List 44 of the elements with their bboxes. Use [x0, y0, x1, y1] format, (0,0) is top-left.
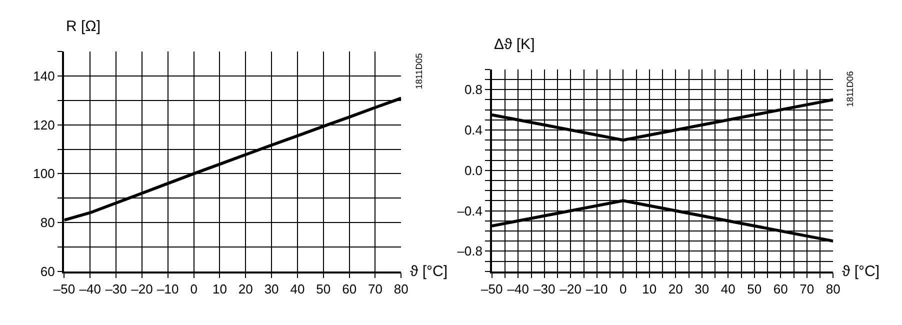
x-tick-label: 40 [290, 282, 305, 297]
x-tick-label: –10 [586, 282, 608, 297]
x-tick-label: 20 [668, 282, 683, 297]
x-tick-label: 60 [342, 282, 357, 297]
x-tick-label: 0 [620, 282, 627, 297]
x-tick-label: 30 [264, 282, 279, 297]
x-tick-label: –20 [131, 282, 153, 297]
x-axis-title: ϑ [°C] [410, 263, 448, 280]
x-tick-label: –30 [534, 282, 556, 297]
y-axis-title: R [Ω] [66, 18, 101, 35]
x-tick-label: 10 [212, 282, 227, 297]
y-tick-label: 0.0 [464, 162, 483, 178]
x-axis-title: ϑ [°C] [842, 263, 880, 280]
x-tick-label: –30 [105, 282, 127, 297]
x-tick-label: 50 [316, 282, 331, 297]
x-tick-label: –50 [53, 282, 76, 297]
x-tick-label: –40 [79, 282, 101, 297]
x-tick-label: –40 [507, 282, 529, 297]
y-tick-label: 0.4 [464, 122, 483, 138]
y-tick-label: 120 [33, 117, 55, 132]
y-tick-label: 100 [33, 166, 55, 182]
x-tick-label: 0 [190, 282, 198, 297]
x-tick-label: 40 [720, 282, 736, 297]
x-tick-label: 70 [368, 282, 382, 297]
x-tick-label: 80 [826, 282, 840, 297]
text: 1811D05 [414, 53, 424, 90]
x-tick-label: 70 [800, 282, 814, 297]
y-tick-label: 140 [33, 68, 55, 84]
y-tick-label: –0.4 [457, 203, 483, 218]
y-tick-label: 60 [40, 264, 55, 279]
y-tick-label: –0.8 [457, 244, 483, 259]
x-tick-label: –50 [481, 282, 503, 297]
x-tick-label: –10 [157, 282, 179, 297]
x-tick-label: 10 [642, 282, 657, 297]
x-tick-label: 60 [773, 282, 788, 297]
y-axis-title: Δϑ [K] [494, 36, 535, 53]
x-tick-label: 20 [238, 282, 253, 297]
text: 1811D06 [845, 71, 856, 107]
x-tick-label: –20 [560, 282, 582, 297]
x-tick-label: 80 [394, 282, 408, 297]
x-tick-label: 50 [747, 282, 762, 297]
y-tick-label: 80 [40, 215, 55, 230]
x-tick-label: 30 [694, 282, 710, 297]
y-tick-label: 0.8 [464, 82, 483, 98]
